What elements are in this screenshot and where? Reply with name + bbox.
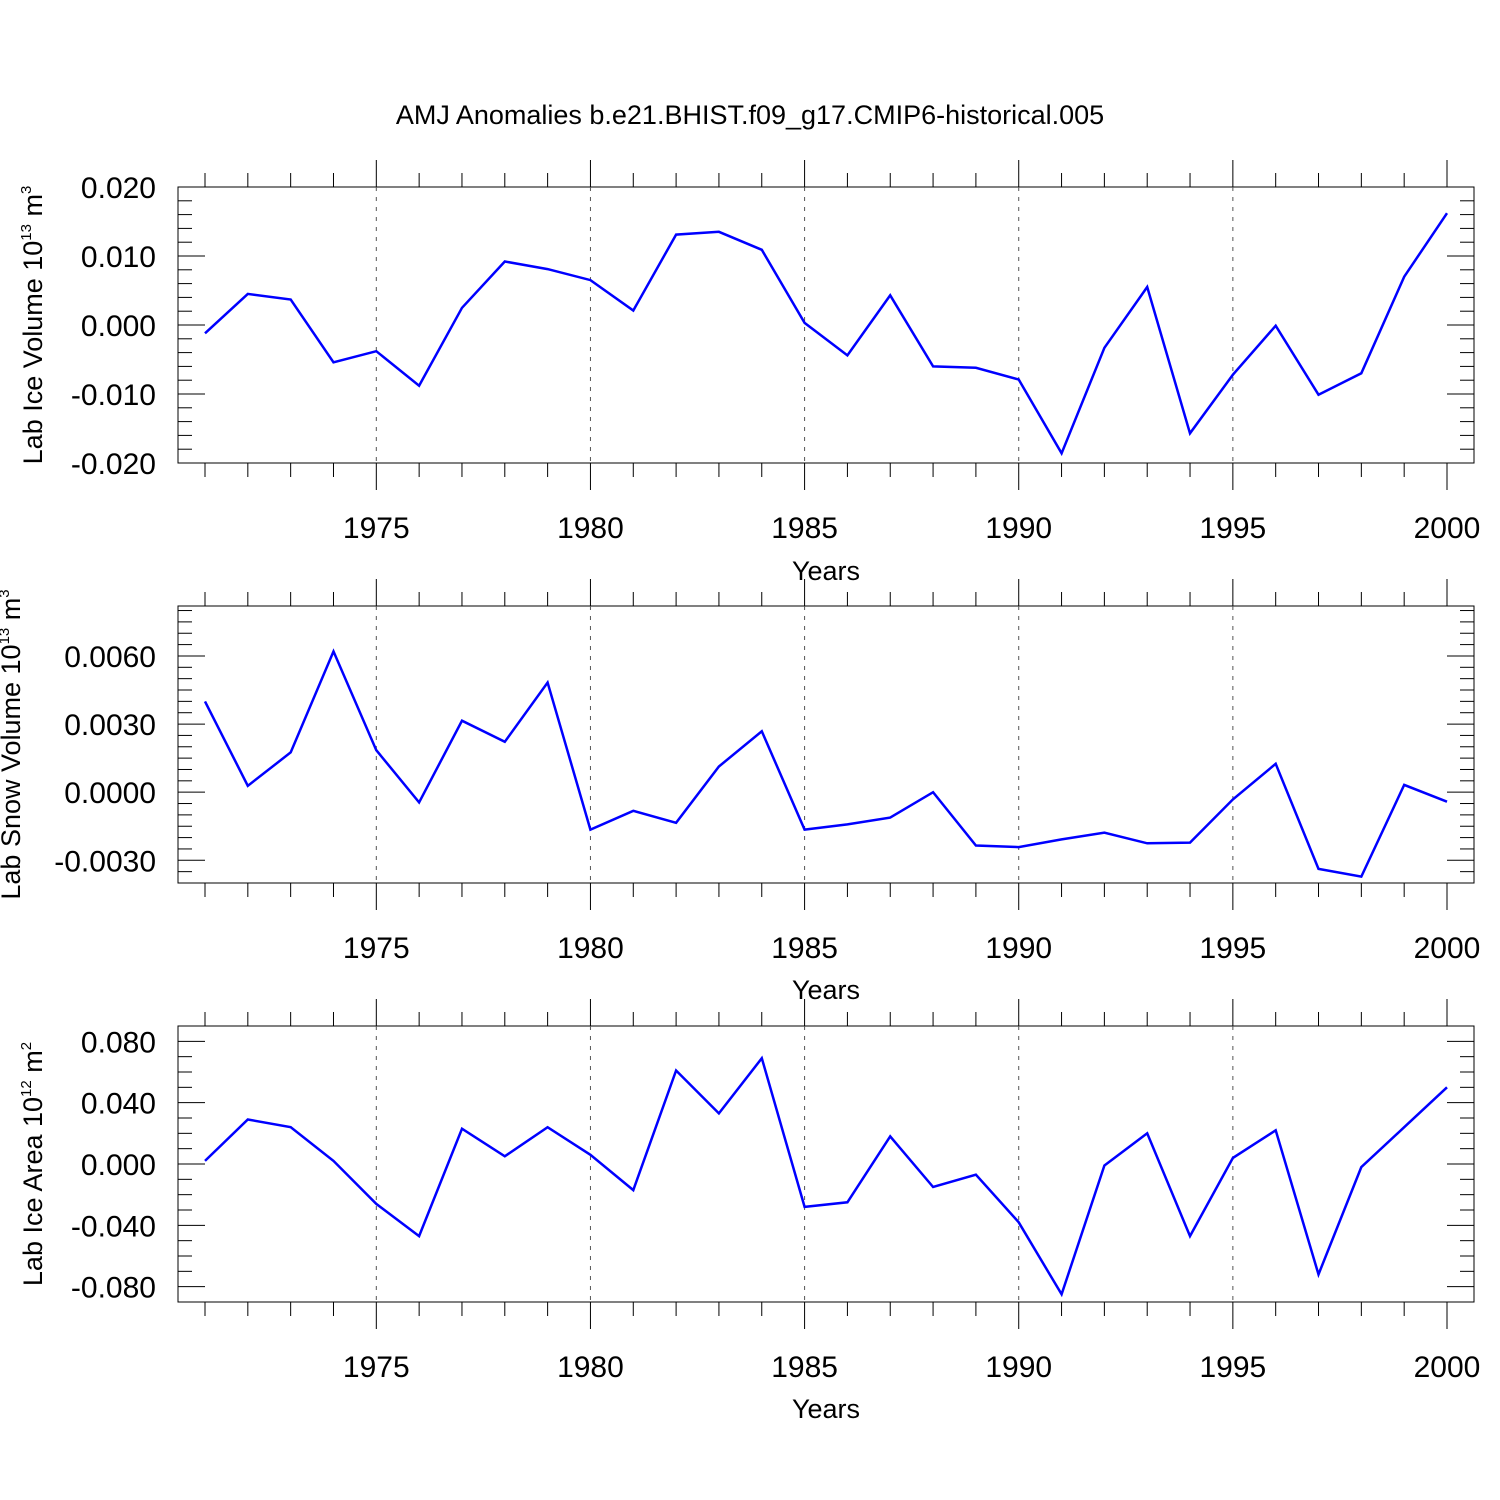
series-line-0 [204,212,1449,457]
panel-lab-ice-area: Years 1975 1980 1985 1990 1995 2000 -0.080 -0.0… [18,999,1480,1424]
x-tick-label-1990: 1990 [985,512,1052,545]
x-tick-label-2000: 2000 [1414,1351,1481,1384]
x-tick-label-1985: 1985 [771,512,838,545]
series-line-0 [204,1055,1448,1298]
y-tick-label-m0p02: -0.020 [71,448,156,481]
y-tick-label-0p04: 0.040 [81,1088,156,1121]
y-tick-label-0p006: 0.0060 [64,641,156,674]
x-axis-label: Years [792,1394,860,1424]
x-tick-label-1980: 1980 [557,932,624,965]
x-tick-label-1975: 1975 [343,512,410,545]
figure-title: AMJ Anomalies b.e21.BHIST.f09_g17.CMIP6-… [396,100,1104,130]
y-tick-label-m0p08: -0.080 [71,1272,156,1305]
y-tick-label-0p08: 0.080 [81,1026,156,1059]
y-axis-label: Lab Ice Area 1012 m2 [18,1042,48,1286]
x-tick-label-1995: 1995 [1199,512,1266,545]
x-tick-label-1985: 1985 [771,1351,838,1384]
x-tick-label-2000: 2000 [1414,932,1481,965]
x-tick-label-1980: 1980 [557,1351,624,1384]
y-tick-label-0: 0.000 [81,1149,156,1182]
y-tick-label-0p02: 0.020 [81,172,156,205]
panel-lab-snow-volume: Years 1975 1980 1985 1990 1995 2000 -0.0030 0.0… [0,579,1480,1005]
y-tick-label-m0p04: -0.040 [71,1210,156,1243]
y-axis-label: Lab Snow Volume 1013 m3 [0,589,26,899]
y-tick-label-m0p01: -0.010 [71,379,156,412]
y-tick-label-0p01: 0.010 [81,241,156,274]
y-tick-label-0p003: 0.0030 [64,709,156,742]
x-tick-label-1990: 1990 [985,1351,1052,1384]
x-axis-label: Years [792,975,860,1005]
x-tick-label-1995: 1995 [1199,1351,1266,1384]
y-tick-label-0: 0.000 [81,310,156,343]
y-tick-label-0: 0.0000 [64,777,156,810]
x-tick-label-1980: 1980 [557,512,624,545]
x-tick-label-1995: 1995 [1199,932,1266,965]
y-tick-label-m0p003: -0.0030 [54,845,156,878]
x-tick-label-1975: 1975 [343,1351,410,1384]
series-line-0 [203,648,1448,879]
x-tick-label-1985: 1985 [771,932,838,965]
plot-frame [177,605,1475,884]
x-axis-label: Years [792,556,860,586]
x-tick-label-1975: 1975 [343,932,410,965]
x-tick-label-2000: 2000 [1414,512,1481,545]
panel-lab-ice-volume: Years 1975 1980 1985 1990 1995 2000 -0.020 -0.0… [18,160,1480,586]
y-axis-label: Lab Ice Volume 1013 m3 [18,186,48,465]
x-tick-label-1990: 1990 [985,932,1052,965]
